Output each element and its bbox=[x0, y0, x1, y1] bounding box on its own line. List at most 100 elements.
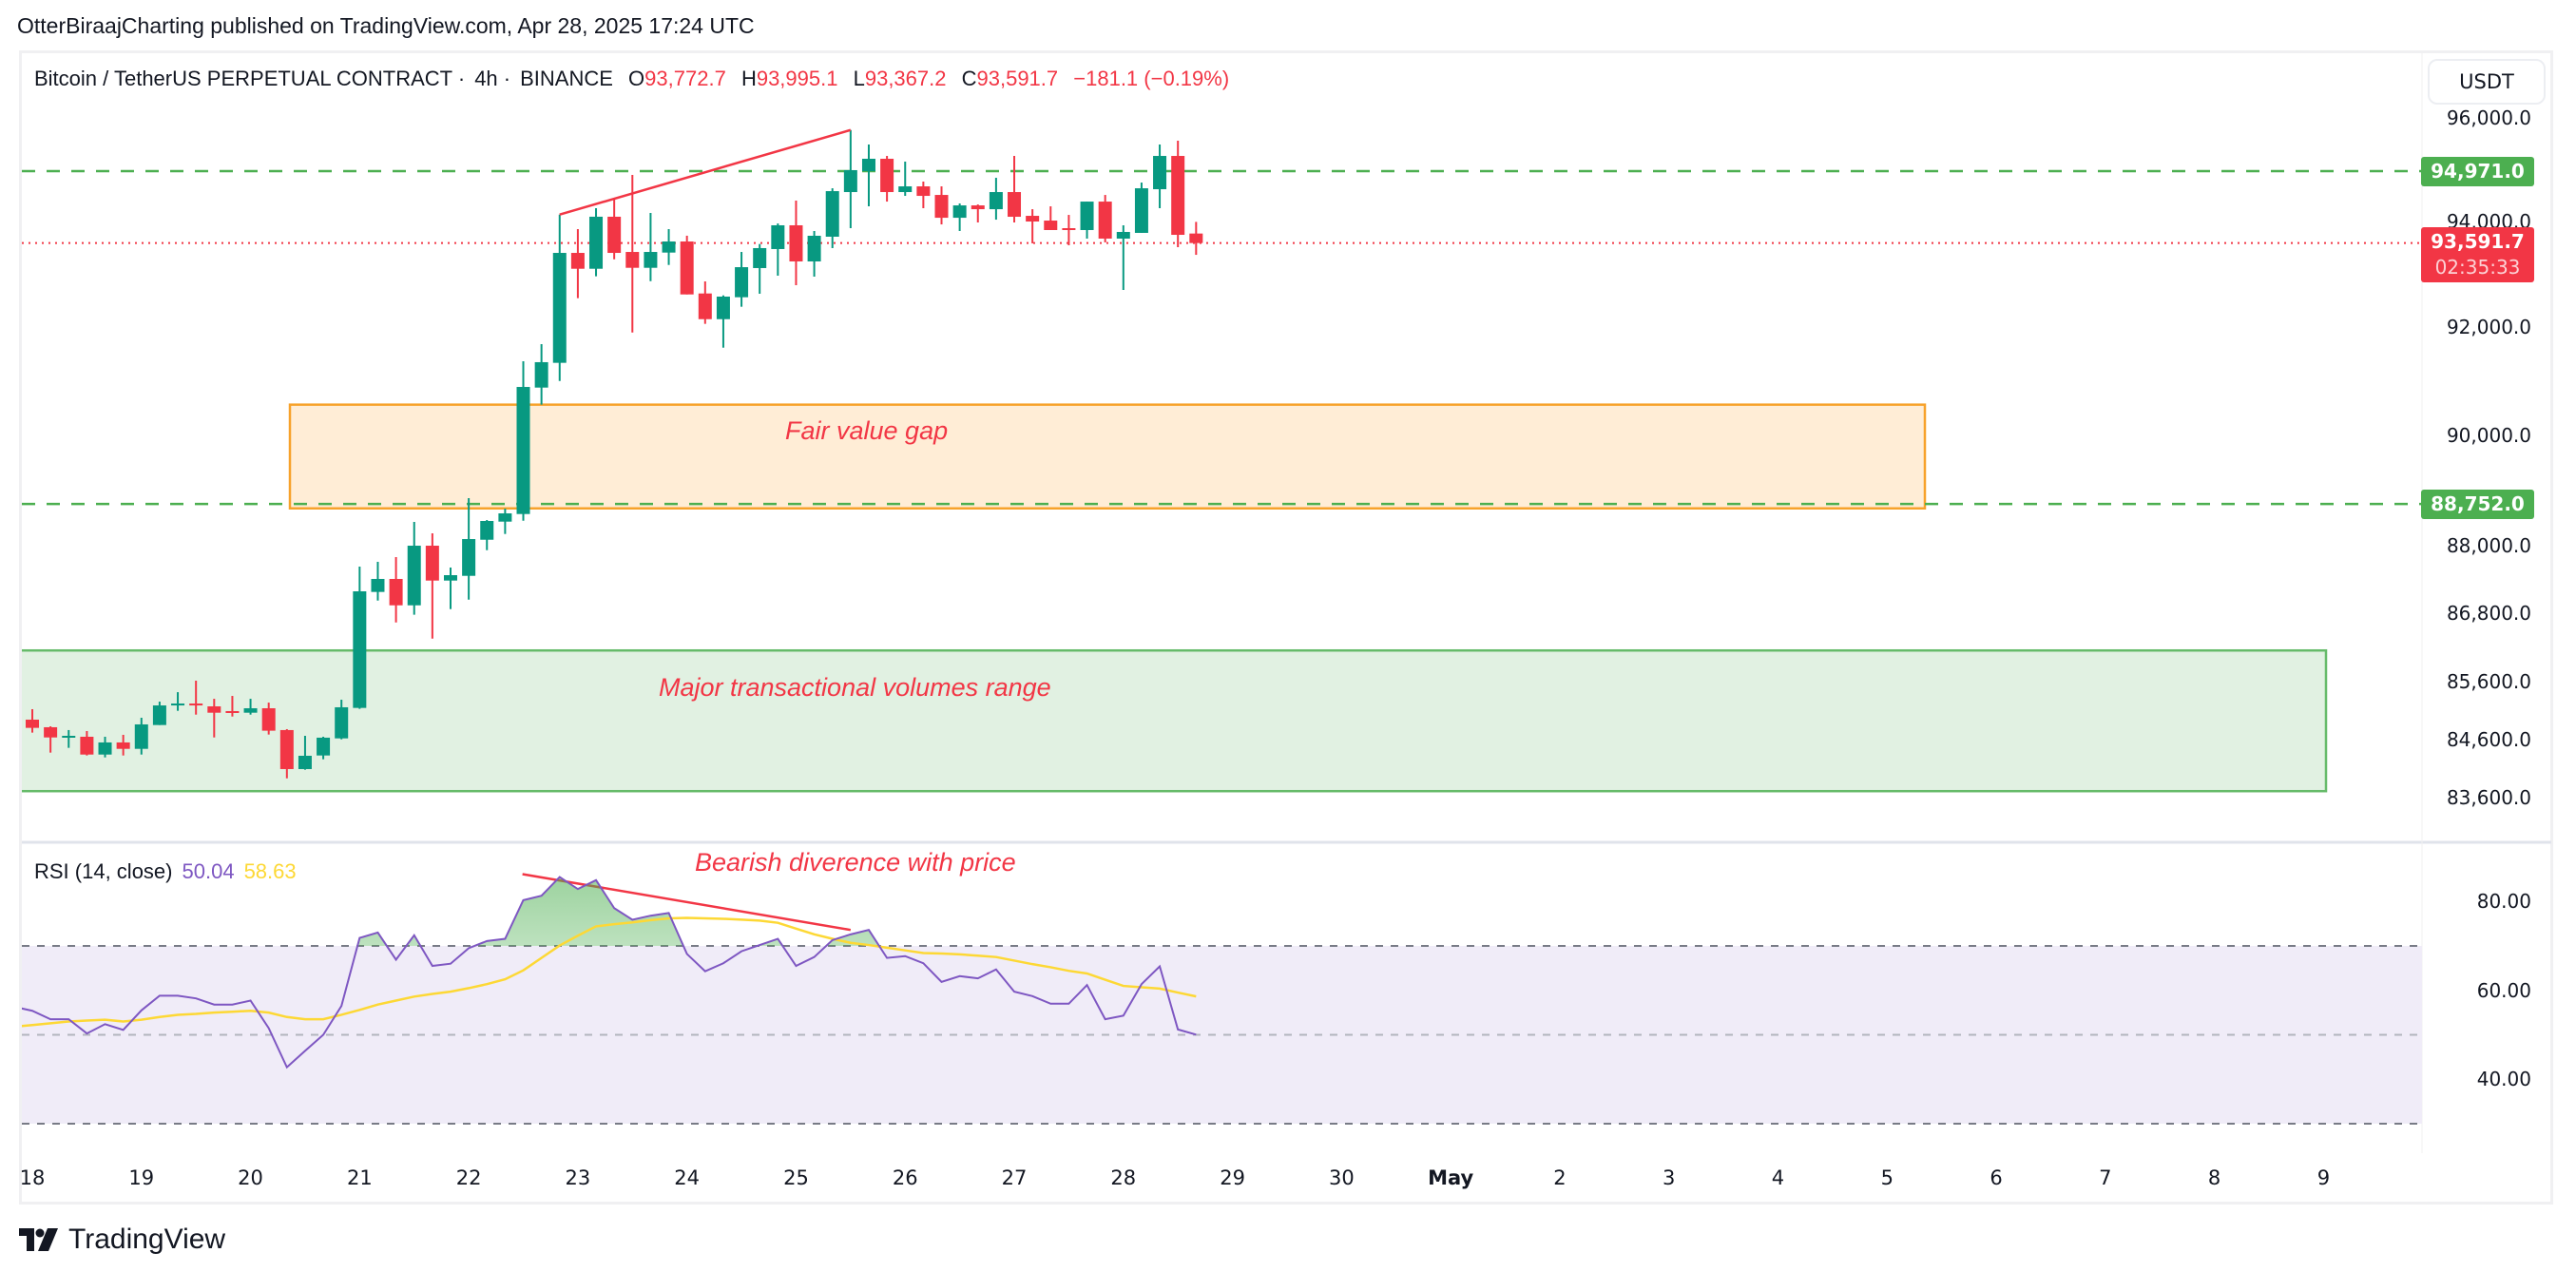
candle-body bbox=[80, 736, 94, 755]
candle bbox=[389, 556, 403, 623]
candle bbox=[62, 729, 76, 748]
candle-body bbox=[8, 720, 21, 727]
last-price-tag: 93,591.7 02:35:33 bbox=[2421, 227, 2534, 282]
candle bbox=[570, 229, 585, 299]
candle-body bbox=[243, 708, 258, 713]
candle-body bbox=[298, 755, 312, 769]
candle-body bbox=[1171, 156, 1185, 236]
candle-body bbox=[825, 191, 839, 237]
candle-body bbox=[952, 205, 967, 219]
time-tick-label: 29 bbox=[1220, 1166, 1245, 1189]
divergence-label[interactable]: Bearish diverence with price bbox=[695, 848, 1016, 877]
interval[interactable]: 4h bbox=[474, 67, 498, 90]
candle-body bbox=[317, 737, 331, 756]
candle-body bbox=[753, 247, 767, 268]
rsi-value: 50.04 bbox=[182, 859, 235, 883]
candle-body bbox=[152, 705, 166, 725]
candle bbox=[934, 186, 949, 225]
time-tick-label: 5 bbox=[1880, 1166, 1894, 1189]
candle bbox=[916, 182, 931, 209]
volume-range-label[interactable]: Major transactional volumes range bbox=[659, 673, 1051, 702]
candle bbox=[753, 243, 767, 294]
candle bbox=[261, 703, 276, 735]
candle bbox=[644, 212, 658, 281]
time-tick-label: 9 bbox=[2316, 1166, 2331, 1189]
time-tick-label: 4 bbox=[1771, 1166, 1785, 1189]
candle-body bbox=[26, 719, 39, 728]
time-tick-label: 18 bbox=[19, 1166, 46, 1189]
level-price-tag-upper: 94,971.0 bbox=[2421, 157, 2534, 186]
rsi-trendline[interactable] bbox=[522, 873, 852, 932]
candle-body bbox=[207, 706, 221, 713]
candle bbox=[1134, 183, 1148, 233]
volume-range-zone[interactable] bbox=[17, 648, 2328, 793]
candle bbox=[825, 188, 839, 248]
candle bbox=[443, 567, 457, 609]
candle bbox=[407, 521, 421, 615]
fair-value-gap-label[interactable]: Fair value gap bbox=[785, 416, 949, 445]
candle bbox=[989, 178, 1003, 221]
candle-body bbox=[116, 742, 130, 749]
candle-body bbox=[462, 539, 476, 576]
candle bbox=[353, 566, 367, 709]
candle bbox=[26, 708, 39, 733]
rsi-tick-label: 60.00 bbox=[2476, 978, 2531, 1002]
candle bbox=[735, 252, 749, 307]
candle bbox=[207, 699, 221, 738]
candle bbox=[771, 223, 785, 276]
candle bbox=[898, 161, 913, 197]
price-tick-label: 90,000.0 bbox=[2446, 423, 2531, 447]
candle bbox=[1189, 222, 1203, 256]
candle-body bbox=[644, 252, 658, 268]
candle bbox=[880, 156, 894, 202]
candle-body bbox=[225, 710, 240, 713]
candle-body bbox=[698, 293, 712, 319]
candle-body bbox=[1116, 231, 1130, 239]
time-tick-label: 6 bbox=[1990, 1166, 2003, 1189]
candle-body bbox=[134, 723, 148, 749]
time-tick-label: 24 bbox=[674, 1166, 701, 1189]
candle bbox=[1062, 215, 1076, 245]
candle-body bbox=[898, 186, 913, 193]
tradingview-logo-icon bbox=[19, 1228, 58, 1251]
symbol-name[interactable]: Bitcoin / TetherUS PERPETUAL CONTRACT bbox=[34, 67, 452, 90]
candle-body bbox=[662, 241, 676, 253]
candle-body bbox=[989, 192, 1003, 210]
close-label: C bbox=[961, 67, 977, 90]
candle bbox=[1026, 209, 1040, 243]
candle bbox=[552, 214, 567, 381]
candle-body bbox=[1044, 221, 1058, 230]
candle bbox=[789, 201, 803, 286]
high-value: 93,995.1 bbox=[756, 67, 838, 90]
rsi-ma-value: 58.63 bbox=[243, 859, 297, 883]
price-trendline[interactable] bbox=[559, 128, 852, 216]
candle-body bbox=[589, 216, 604, 269]
candle bbox=[807, 230, 821, 277]
candle-body bbox=[407, 546, 421, 606]
price-tick-label: 85,600.0 bbox=[2446, 670, 2531, 694]
candle bbox=[189, 681, 203, 715]
low-value: 93,367.2 bbox=[864, 67, 947, 90]
candle-body bbox=[716, 296, 730, 319]
price-tick-label: 84,600.0 bbox=[2446, 727, 2531, 751]
time-tick-label: 8 bbox=[2207, 1166, 2221, 1189]
price-tick-label: 92,000.0 bbox=[2446, 316, 2531, 339]
tradingview-logo[interactable]: TradingView bbox=[19, 1224, 225, 1256]
zones-layer bbox=[17, 403, 2328, 793]
rsi-title[interactable]: RSI (14, close) bbox=[34, 859, 173, 883]
time-tick-label: 19 bbox=[128, 1166, 155, 1189]
candle bbox=[662, 229, 676, 265]
candle-body bbox=[534, 361, 548, 388]
candle bbox=[516, 360, 530, 521]
publish-info: OtterBiraajCharting published on Trading… bbox=[17, 13, 755, 38]
candle bbox=[589, 207, 604, 277]
levels-layer bbox=[22, 169, 2422, 506]
time-tick-label: 26 bbox=[892, 1166, 918, 1189]
fair-value-gap-zone[interactable] bbox=[288, 403, 1927, 510]
candle-body bbox=[861, 159, 875, 171]
currency-button[interactable]: USDT bbox=[2428, 59, 2546, 105]
candle bbox=[152, 702, 166, 725]
candle-body bbox=[498, 512, 512, 522]
candle bbox=[952, 203, 967, 231]
